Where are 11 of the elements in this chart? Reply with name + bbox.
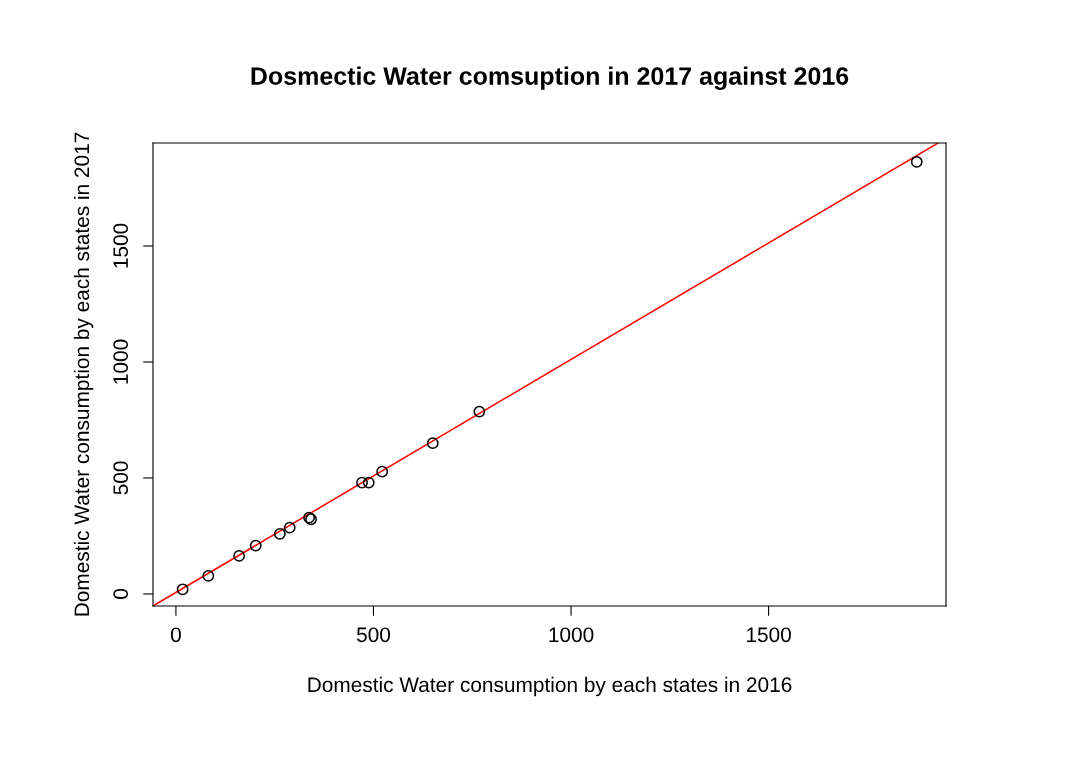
y-tick-label: 1000 [113,339,129,384]
chart-title: Dosmectic Water comsuption in 2017 against 2016 [251,66,849,90]
x-tick-label: 0 [170,627,181,643]
x-tick-label: 1000 [549,627,594,643]
y-tick-label: 1500 [113,223,129,268]
x-axis-title: Domestic Water consumption by each states in 2016 [308,676,792,697]
y-tick-label: 0 [113,588,129,599]
y-tick-label: 500 [113,461,129,495]
y-axis-title: Domestic Water consumption by each states in 2017 [73,132,94,616]
x-tick-label: 500 [356,627,391,643]
x-tick-label: 1500 [747,627,791,643]
